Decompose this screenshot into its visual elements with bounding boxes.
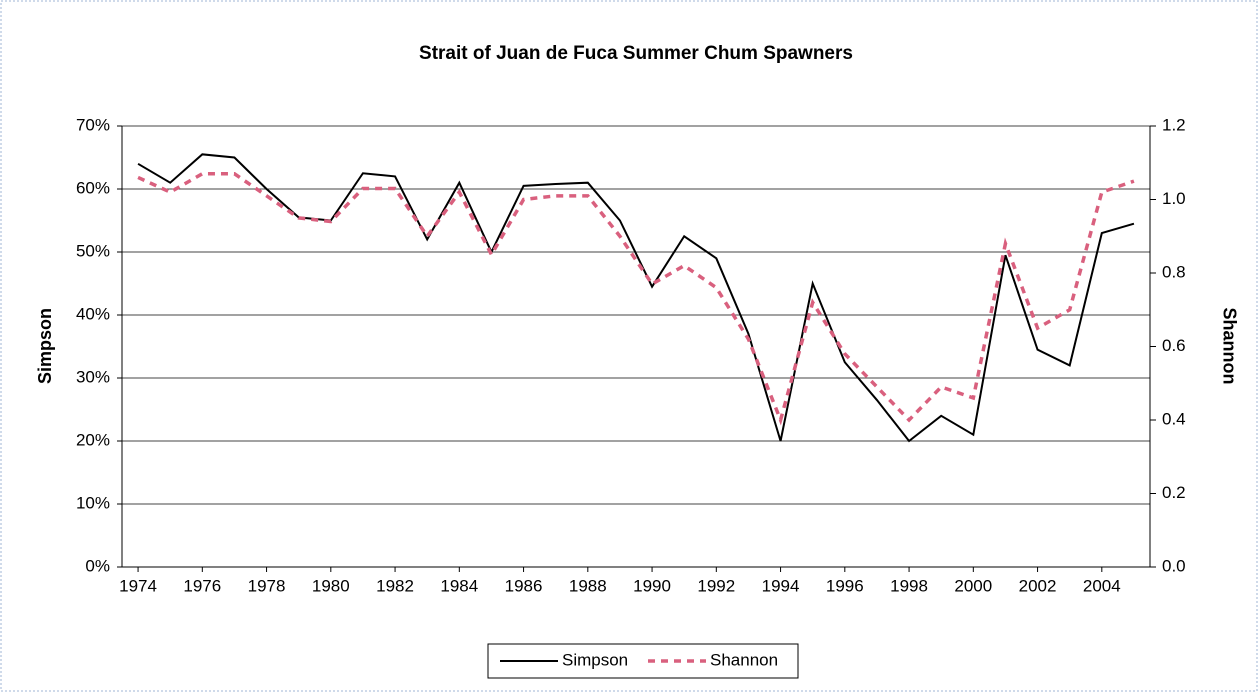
x-tick-label: 2000 [954,576,992,595]
y-tick-label: 0% [85,556,110,575]
y2-tick-label: 0.6 [1162,336,1186,355]
legend-label: Simpson [562,650,628,669]
x-tick-label: 1976 [183,576,221,595]
y-tick-label: 30% [76,367,110,386]
y-tick-label: 50% [76,241,110,260]
y-tick-label: 20% [76,430,110,449]
series-line [137,172,1135,426]
x-tick-label: 1986 [505,576,543,595]
y2-tick-label: 0.0 [1162,556,1186,575]
x-tick-label: 1974 [119,576,157,595]
y2-tick-label: 0.8 [1162,262,1186,281]
y-axis-title: Simpson [35,308,55,384]
x-tick-label: 2002 [1019,576,1057,595]
y2-tick-label: 1.2 [1162,115,1186,134]
y-tick-label: 10% [76,493,110,512]
y-tick-label: 70% [76,115,110,134]
x-tick-label: 1992 [697,576,735,595]
x-tick-label: 1990 [633,576,671,595]
x-tick-label: 1994 [762,576,800,595]
y2-axis-title: Shannon [1219,308,1239,385]
y-tick-label: 60% [76,178,110,197]
y2-tick-label: 0.2 [1162,483,1186,502]
x-tick-label: 2004 [1083,576,1121,595]
y2-tick-label: 0.4 [1162,409,1186,428]
x-tick-label: 1988 [569,576,607,595]
x-tick-label: 1984 [440,576,478,595]
x-tick-label: 1982 [376,576,414,595]
legend-label: Shannon [710,650,778,669]
y2-tick-label: 1.0 [1162,189,1186,208]
chart-title: Strait of Juan de Fuca Summer Chum Spawn… [419,43,853,64]
x-tick-label: 1998 [890,576,928,595]
x-tick-label: 1978 [248,576,286,595]
y-tick-label: 40% [76,304,110,323]
x-tick-label: 1980 [312,576,350,595]
x-tick-label: 1996 [826,576,864,595]
